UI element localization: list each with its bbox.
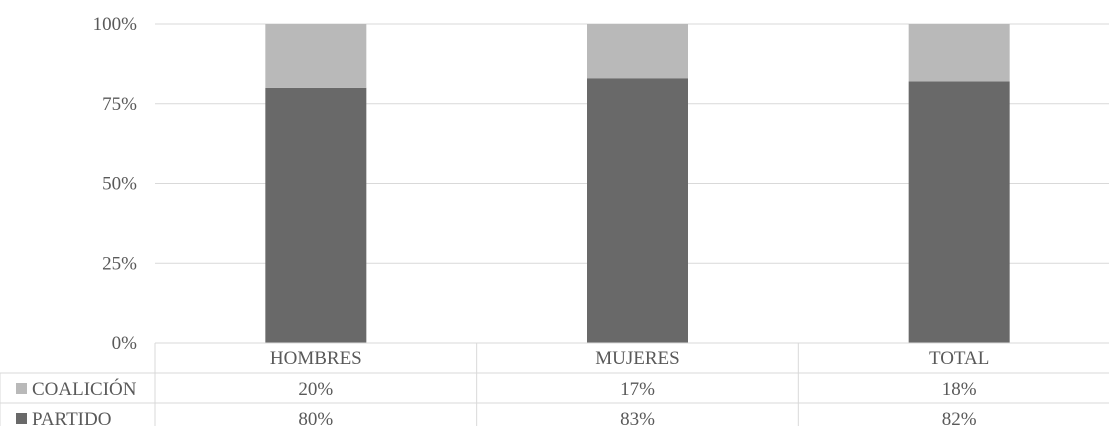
bar-segment-coalición xyxy=(265,24,366,88)
legend-label: COALICIÓN xyxy=(32,378,137,400)
table-cell-value: 83% xyxy=(620,409,655,426)
category-label: HOMBRES xyxy=(270,348,362,369)
table-cell-value: 17% xyxy=(620,379,655,400)
table-cell-value: 18% xyxy=(942,379,977,400)
legend-label: PARTIDO xyxy=(32,409,111,426)
legend-swatch-partido xyxy=(16,413,27,424)
legend-swatch-coalición xyxy=(16,383,27,394)
table-cell-value: 82% xyxy=(942,409,977,426)
data-table: HOMBRES MUJERES TOTAL COALICIÓN 20% 17% 18% PAR… xyxy=(0,343,1109,426)
table-cell-value: 80% xyxy=(298,409,333,426)
bar-segment-partido xyxy=(587,78,688,343)
category-label: TOTAL xyxy=(929,348,989,369)
y-tick-label: 25% xyxy=(102,253,137,274)
y-tick-label: 75% xyxy=(102,94,137,115)
y-axis: 0% 25% 50% 75% 100% xyxy=(93,14,138,354)
bar-segment-coalición xyxy=(909,24,1010,81)
category-label: MUJERES xyxy=(595,348,679,369)
bar-segment-coalición xyxy=(587,24,688,78)
y-tick-label: 100% xyxy=(93,14,138,35)
bar-segment-partido xyxy=(265,88,366,343)
table-cell-value: 20% xyxy=(298,379,333,400)
y-tick-label: 0% xyxy=(112,333,138,354)
y-tick-label: 50% xyxy=(102,174,137,195)
bar-segment-partido xyxy=(909,81,1010,343)
